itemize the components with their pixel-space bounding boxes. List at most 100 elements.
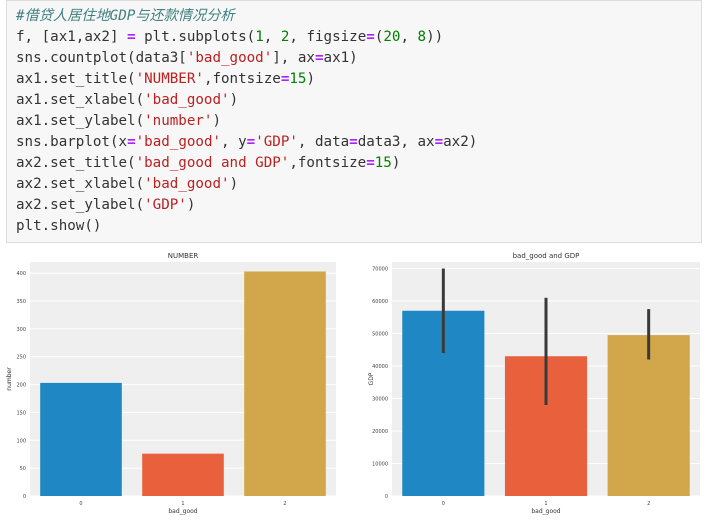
code-line: #借贷人居住地GDP与还款情况分析: [16, 8, 235, 24]
y-tick-label: 250: [16, 355, 26, 361]
y-tick-label: 50000: [372, 332, 388, 338]
code-token: set_ylabel: [50, 197, 136, 213]
y-tick-label: 70000: [372, 267, 388, 273]
x-axis-label: bad_good: [168, 508, 197, 515]
code-line: ax1.set_title('NUMBER',fontsize=15): [16, 71, 315, 87]
code-token: =: [246, 134, 256, 150]
y-tick-label: 100: [16, 438, 26, 444]
code-token: ): [229, 92, 239, 108]
code-token: ): [212, 113, 222, 129]
x-tick-label: 1: [181, 501, 184, 507]
code-token: set_xlabel: [50, 92, 136, 108]
code-token: 'bad_good': [144, 92, 230, 108]
bar: [244, 271, 326, 496]
code-token: barplot: [50, 134, 110, 150]
code-token: ax2.: [16, 155, 51, 171]
code-token: ,fontsize: [289, 155, 367, 171]
code-token: 'bad_good': [144, 176, 230, 192]
y-axis-label: GDP: [368, 372, 375, 385]
bar: [142, 453, 224, 496]
code-token: (: [135, 176, 145, 192]
code-token: (: [135, 92, 145, 108]
code-token: (: [127, 155, 136, 171]
code-line: ax1.set_xlabel('bad_good'): [16, 92, 238, 108]
code-token: show: [50, 218, 85, 234]
code-token: ax1.: [16, 113, 51, 129]
code-line: sns.barplot(x='bad_good', y='GDP', data=…: [16, 134, 477, 150]
output-area: 0 50 100 150 200 250 300 350 400 0 1 2 NUMBER bad_goo…: [6, 248, 718, 524]
x-axis-label: bad_good: [531, 508, 560, 515]
code-token: ax1): [323, 50, 358, 66]
code-token: ax2): [443, 134, 478, 150]
y-tick-label: 30000: [372, 397, 388, 403]
code-line: sns.countplot(data3['bad_good'], ax=ax1): [16, 50, 358, 66]
code-line: ax2.set_xlabel('bad_good'): [16, 176, 238, 192]
y-tick-label: 350: [16, 299, 26, 305]
code-token: =: [366, 29, 375, 45]
code-token: sns.: [16, 134, 51, 150]
chart-title: bad_good and GDP: [513, 252, 580, 260]
code-token: =: [280, 71, 290, 87]
code-token: =: [314, 50, 324, 66]
code-token: f, [ax1,ax2]: [16, 29, 128, 45]
code-editor[interactable]: #借贷人居住地GDP与还款情况分析 f, [ax1,ax2] = plt.sub…: [16, 6, 477, 237]
code-token: 'NUMBER': [135, 71, 204, 87]
code-token: #借贷人居住地GDP与还款情况分析: [16, 8, 235, 24]
y-tick-label: 150: [16, 410, 26, 416]
code-token: sns.: [16, 50, 51, 66]
code-token: (: [246, 29, 256, 45]
code-token: , figsize: [289, 29, 367, 45]
code-token: set_title: [50, 155, 128, 171]
code-token: subplots: [178, 29, 247, 45]
code-line: plt.show(): [16, 218, 101, 234]
chart-1: 0 50 100 150 200 250 300 350 400 0 1 2 NUMBER bad_goo…: [6, 252, 336, 515]
code-token: )): [426, 29, 444, 45]
code-token: ,: [400, 29, 418, 45]
code-token: ): [391, 155, 401, 171]
code-token: 20: [383, 29, 401, 45]
code-token: (: [135, 197, 145, 213]
y-tick-label: 10000: [372, 462, 388, 468]
y-tick-label: 60000: [372, 299, 388, 305]
chart-2: 0 10000 20000 30000 40000 50000 60000 70000 0 1 2 b…: [368, 252, 700, 515]
x-tick-label: 0: [442, 501, 445, 507]
code-token: set_xlabel: [50, 176, 136, 192]
code-token: set_title: [50, 71, 128, 87]
chart-title: NUMBER: [168, 252, 199, 260]
code-token: 2: [280, 29, 290, 45]
code-line: ax2.set_ylabel('GDP'): [16, 197, 195, 213]
x-tick-label: 2: [647, 501, 650, 507]
code-token: =: [349, 134, 358, 150]
code-token: (: [135, 113, 145, 129]
x-tick-label: 1: [544, 501, 547, 507]
code-token: =: [434, 134, 444, 150]
code-token: 15: [289, 71, 307, 87]
bar: [40, 382, 122, 496]
code-token: (: [374, 29, 384, 45]
code-token: ax2.: [16, 197, 51, 213]
code-token: (data3[: [127, 50, 187, 66]
code-token: countplot: [50, 50, 128, 66]
y-tick-label: 50: [20, 466, 26, 472]
x-tick-label: 2: [283, 501, 286, 507]
code-token: 'bad_good and GDP': [135, 155, 290, 171]
y-tick-label: 400: [16, 271, 26, 277]
code-cell[interactable]: #借贷人居住地GDP与还款情况分析 f, [ax1,ax2] = plt.sub…: [6, 0, 702, 243]
code-token: ax2.: [16, 176, 51, 192]
code-token: ,: [263, 29, 281, 45]
code-token: , y: [221, 134, 247, 150]
code-token: 'GDP': [255, 134, 298, 150]
code-token: (x: [109, 134, 128, 150]
code-token: 'number': [144, 113, 213, 129]
y-tick-label: 40000: [372, 364, 388, 370]
code-token: ): [186, 197, 196, 213]
code-token: ax1.: [16, 92, 51, 108]
code-token: 1: [255, 29, 264, 45]
code-token: =: [127, 134, 136, 150]
y-tick-label: 0: [385, 494, 388, 500]
code-token: ): [306, 71, 315, 87]
code-token: , data: [297, 134, 350, 150]
code-token: ax1.: [16, 71, 51, 87]
bar: [607, 335, 690, 496]
